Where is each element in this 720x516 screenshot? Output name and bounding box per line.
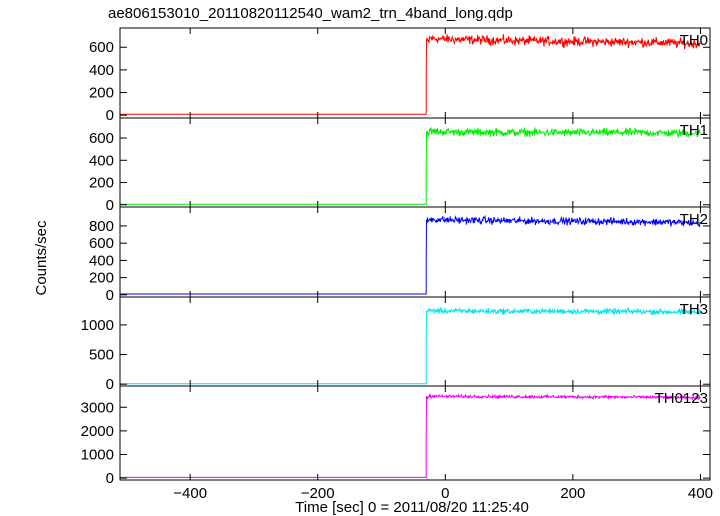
series-line-th2 (120, 214, 701, 295)
y-tick-label-th1: 400 (89, 152, 114, 169)
panel-label-th3: TH3 (680, 301, 708, 318)
panel-frame-th0123 (119, 385, 711, 481)
y-tick-label-th3: 0 (106, 376, 114, 393)
panel-label-th1: TH1 (680, 122, 708, 139)
y-tick-label-th3: 1000 (81, 317, 114, 334)
y-tick-label-th0: 600 (89, 39, 114, 56)
x-tick-label: 200 (560, 485, 585, 502)
x-tick-label: −200 (301, 485, 335, 502)
x-axis-label: Time [sec] 0 = 2011/08/20 11:25:40 (295, 499, 529, 516)
y-tick-label-th3: 500 (89, 347, 114, 364)
y-tick-label-th2: 200 (89, 270, 114, 287)
y-tick-label-th2: 0 (106, 287, 114, 304)
x-tick-label: 400 (688, 485, 713, 502)
y-tick-label-th0123: 3000 (81, 399, 114, 416)
panel-label-th0: TH0 (680, 32, 708, 49)
y-tick-label-th1: 0 (106, 197, 114, 214)
panel-th3: 0 500 1000 TH3 (81, 296, 711, 393)
panel-th0: 0 200 400 600 TH0 (89, 27, 711, 124)
y-tick-label-th0: 0 (106, 107, 114, 124)
y-tick-label-th2: 800 (89, 218, 114, 235)
x-tick-label: −400 (173, 485, 207, 502)
y-tick-label-th0: 200 (89, 85, 114, 102)
y-tick-label-th0: 400 (89, 62, 114, 79)
series-line-th0123 (120, 392, 701, 478)
panel-th1: 0 200 400 600 TH1 (89, 117, 711, 214)
series-line-th0 (120, 34, 701, 115)
y-axis-label: Counts/sec (33, 220, 50, 296)
panel-label-th2: TH2 (680, 211, 708, 228)
series-line-th1 (120, 126, 701, 205)
y-tick-label-th2: 400 (89, 252, 114, 269)
y-tick-label-th1: 600 (89, 130, 114, 147)
y-tick-label-th2: 600 (89, 235, 114, 252)
chart-title: ae806153010_20110820112540_wam2_trn_4ban… (108, 5, 513, 22)
x-tick-label: 0 (441, 485, 449, 502)
series-line-th3 (120, 306, 701, 385)
panel-label-th0123: TH0123 (655, 390, 708, 407)
panel-th0123: 0 1000 2000 3000 TH0123 (81, 385, 711, 487)
y-tick-label-th0123: 0 (106, 470, 114, 487)
y-tick-label-th0123: 2000 (81, 423, 114, 440)
y-tick-label-th1: 200 (89, 175, 114, 192)
y-tick-label-th0123: 1000 (81, 446, 114, 463)
